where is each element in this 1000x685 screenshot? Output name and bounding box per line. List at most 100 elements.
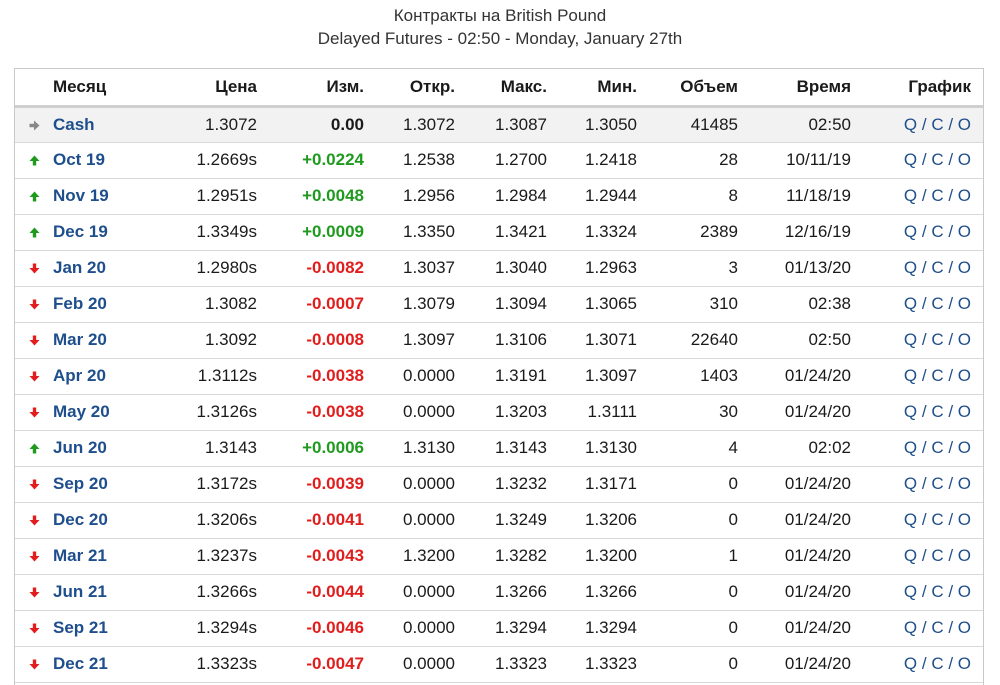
quote-link[interactable]: Q [903,582,918,601]
options-link[interactable]: O [957,582,971,601]
options-link[interactable]: O [957,510,971,529]
quote-link[interactable]: Q [903,258,918,277]
quote-link[interactable]: Q [903,654,918,673]
contract-month-link[interactable]: Apr 20 [53,366,106,385]
link-separator: / [917,222,932,241]
low-cell: 1.3324 [547,214,637,251]
table-row: Nov 19 1.2951s +0.0048 1.2956 1.2984 1.2… [15,178,983,215]
header-volume[interactable]: Объем [637,69,738,108]
volume-cell: 28 [637,142,738,179]
open-cell: 0.0000 [364,502,455,539]
chart-link[interactable]: C [931,510,944,529]
options-link[interactable]: O [957,150,971,169]
link-separator: / [943,222,958,241]
chart-link[interactable]: C [931,258,944,277]
low-cell: 1.2418 [547,142,637,179]
contract-month-link[interactable]: Mar 20 [53,330,107,349]
chart-link[interactable]: C [931,294,944,313]
quote-link[interactable]: Q [903,402,918,421]
options-link[interactable]: O [957,222,971,241]
chart-link[interactable]: C [931,474,944,493]
low-cell: 1.3097 [547,358,637,395]
quote-link[interactable]: Q [903,474,918,493]
quote-link[interactable]: Q [903,150,918,169]
table-row: May 20 1.3126s -0.0038 0.0000 1.3203 1.3… [15,394,983,431]
time-cell: 02:50 [738,106,851,143]
contract-month-link[interactable]: Dec 21 [53,654,108,673]
contract-month-link[interactable]: Feb 20 [53,294,107,313]
link-separator: / [943,114,958,134]
options-link[interactable]: O [957,438,971,457]
link-separator: / [943,186,958,205]
contract-month-link[interactable]: Oct 19 [53,150,105,169]
quote-link[interactable]: Q [903,114,918,134]
volume-cell: 8 [637,178,738,215]
quote-link[interactable]: Q [903,330,918,349]
price-cell: 1.2980s [137,250,257,287]
time-cell: 12/16/19 [738,214,851,251]
contract-month-link[interactable]: Sep 20 [53,474,108,493]
options-link[interactable]: O [957,258,971,277]
options-link[interactable]: O [957,618,971,637]
quote-link[interactable]: Q [903,186,918,205]
chart-link[interactable]: C [931,438,944,457]
header-month[interactable]: Месяц [53,69,137,108]
chart-link[interactable]: C [931,114,944,134]
quote-link[interactable]: Q [903,294,918,313]
low-cell: 1.3130 [547,430,637,467]
header-price[interactable]: Цена [137,69,257,108]
options-link[interactable]: O [957,474,971,493]
contract-month-link[interactable]: Jun 20 [53,438,107,457]
open-cell: 0.0000 [364,610,455,647]
chart-link[interactable]: C [931,186,944,205]
options-link[interactable]: O [957,654,971,673]
chart-link[interactable]: C [931,402,944,421]
link-separator: / [917,618,932,637]
arrow-down-icon [29,371,40,382]
table-row: Sep 20 1.3172s -0.0039 0.0000 1.3232 1.3… [15,466,983,503]
chart-link[interactable]: C [931,366,944,385]
chart-link[interactable]: C [931,222,944,241]
contract-month-link[interactable]: Dec 19 [53,222,108,241]
chart-link[interactable]: C [931,330,944,349]
volume-cell: 0 [637,502,738,539]
contract-month-link[interactable]: Dec 20 [53,510,108,529]
options-link[interactable]: O [957,294,971,313]
options-link[interactable]: O [957,186,971,205]
quote-link[interactable]: Q [903,366,918,385]
arrow-down-icon [29,299,40,310]
options-link[interactable]: O [957,402,971,421]
month-cell: Jun 20 [53,430,137,467]
contract-month-link[interactable]: Cash [53,114,95,134]
direction-cell [15,250,53,287]
quote-link[interactable]: Q [903,510,918,529]
month-cell: Sep 21 [53,610,137,647]
quote-link[interactable]: Q [903,546,918,565]
quote-link[interactable]: Q [903,618,918,637]
chart-links-cell: Q / C / O [851,214,983,251]
contract-month-link[interactable]: Jan 20 [53,258,106,277]
options-link[interactable]: O [957,330,971,349]
arrow-down-icon [29,479,40,490]
header-low[interactable]: Мин. [547,69,637,108]
chart-link[interactable]: C [931,654,944,673]
contract-month-link[interactable]: May 20 [53,402,110,421]
header-high[interactable]: Макс. [455,69,547,108]
chart-link[interactable]: C [931,618,944,637]
options-link[interactable]: O [957,114,971,134]
chart-link[interactable]: C [931,546,944,565]
contract-month-link[interactable]: Jun 21 [53,582,107,601]
header-time[interactable]: Время [738,69,851,108]
chart-link[interactable]: C [931,150,944,169]
quote-link[interactable]: Q [903,222,918,241]
quote-link[interactable]: Q [903,438,918,457]
header-change[interactable]: Изм. [257,69,364,108]
contract-month-link[interactable]: Sep 21 [53,618,108,637]
contract-month-link[interactable]: Mar 21 [53,546,107,565]
options-link[interactable]: O [957,546,971,565]
header-open[interactable]: Откр. [364,69,455,108]
contract-month-link[interactable]: Nov 19 [53,186,109,205]
options-link[interactable]: O [957,366,971,385]
chart-link[interactable]: C [931,582,944,601]
direction-cell [15,214,53,251]
